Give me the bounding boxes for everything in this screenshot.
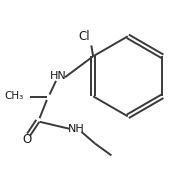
- Text: HN: HN: [50, 71, 67, 81]
- Text: NH: NH: [68, 124, 84, 134]
- Text: Cl: Cl: [78, 30, 90, 43]
- Text: O: O: [22, 132, 31, 146]
- Text: CH₃: CH₃: [4, 91, 23, 101]
